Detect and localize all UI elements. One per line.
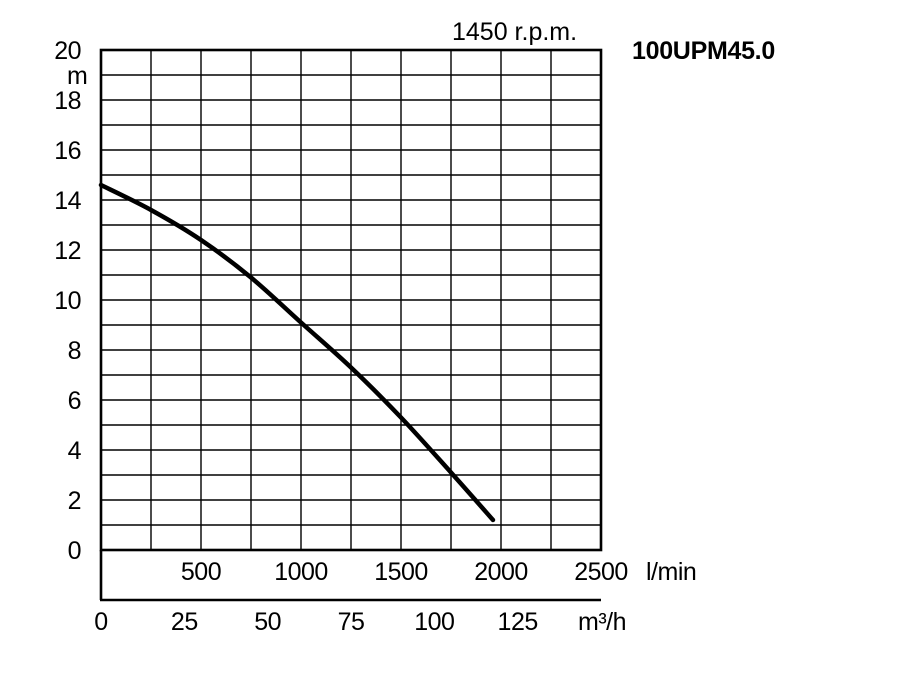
y-tick-label: 10 bbox=[54, 287, 81, 315]
y-tick-label: 8 bbox=[68, 337, 81, 365]
x-tick-label-lmin: 500 bbox=[181, 558, 221, 586]
x-tick-label-m3h: 100 bbox=[414, 608, 454, 636]
performance-curve bbox=[98, 182, 496, 523]
x-axis-unit-lmin: l/min bbox=[646, 558, 696, 586]
y-tick-label: 2 bbox=[68, 487, 81, 515]
plot-frame bbox=[99, 48, 603, 552]
series-layer bbox=[98, 182, 496, 523]
chart-title: 100UPM45.0 bbox=[632, 37, 775, 65]
x-tick-label-m3h: 125 bbox=[498, 608, 538, 636]
y-tick-label: 0 bbox=[68, 537, 81, 565]
y-axis-label: m bbox=[67, 62, 87, 90]
y-tick-label: 20 bbox=[54, 37, 81, 65]
y-tick-label: 16 bbox=[54, 137, 81, 165]
x-tick-label-lmin: 1500 bbox=[374, 558, 428, 586]
y-tick-label: 18 bbox=[54, 87, 81, 115]
x-tick-label-lmin: 1000 bbox=[274, 558, 328, 586]
x-tick-label-lmin: 2000 bbox=[474, 558, 528, 586]
x-axis-unit-m3h: m³/h bbox=[578, 608, 626, 636]
y-tick-label: 12 bbox=[54, 237, 81, 265]
grid bbox=[101, 50, 601, 550]
x-tick-label-m3h: 25 bbox=[171, 608, 198, 636]
x-tick-label-lmin: 2500 bbox=[574, 558, 628, 586]
y-tick-label: 6 bbox=[68, 387, 81, 415]
axes bbox=[99, 48, 603, 602]
x-tick-label-m3h: 0 bbox=[94, 608, 107, 636]
labels: 1450 r.p.m. 100UPM45.0 m l/min m³/h 0 2 4 6… bbox=[54, 18, 775, 636]
y-tick-label: 4 bbox=[68, 437, 82, 465]
x-tick-label-m3h: 50 bbox=[254, 608, 281, 636]
x-tick-label-m3h: 75 bbox=[338, 608, 365, 636]
chart-subtitle: 1450 r.p.m. bbox=[452, 18, 577, 46]
y-tick-label: 14 bbox=[54, 187, 81, 215]
